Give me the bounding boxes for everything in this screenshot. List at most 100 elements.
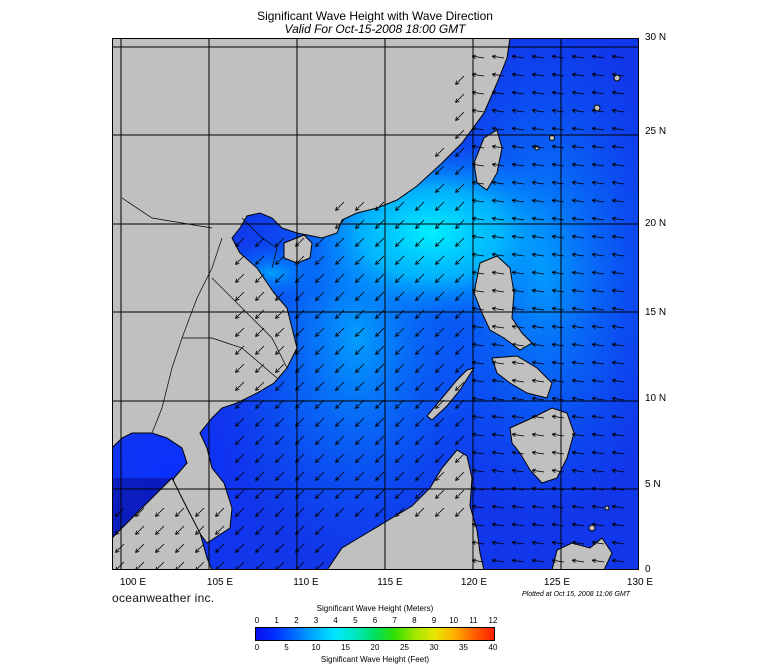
wave-arrow-head — [591, 522, 597, 525]
wave-arrow-head — [375, 298, 380, 301]
wave-arrow-head — [571, 109, 576, 113]
wave-arrow — [235, 273, 245, 283]
wave-arrow-head — [395, 332, 398, 337]
wave-arrow — [255, 291, 265, 301]
wave-arrow-head — [531, 306, 537, 309]
wave-arrow — [455, 75, 465, 85]
wave-arrow-head — [455, 316, 460, 319]
wave-arrow-head — [571, 486, 577, 489]
wave-arrow-head — [115, 548, 118, 553]
wave-arrow-head — [255, 298, 260, 301]
wave-arrow — [572, 235, 585, 239]
wave-arrow-head — [295, 260, 298, 265]
wave-arrow-head — [491, 235, 496, 239]
wave-arrow — [592, 289, 605, 293]
wave-arrow-head — [455, 404, 458, 409]
wave-arrow — [612, 505, 625, 509]
wave-arrow-head — [455, 278, 458, 283]
wave-arrow-head — [435, 386, 438, 391]
wave-arrow-head — [335, 262, 340, 265]
wave-arrow-head — [235, 244, 240, 247]
wave-arrow — [395, 453, 405, 463]
wave-arrow — [532, 541, 545, 545]
wave-arrow — [492, 145, 505, 149]
wave-arrow-head — [315, 316, 320, 319]
wave-arrow-head — [255, 406, 260, 409]
wave-arrow — [552, 325, 565, 329]
wave-arrow-head — [471, 522, 477, 525]
wave-arrow-head — [315, 424, 320, 427]
wave-arrow-head — [455, 280, 460, 283]
wave-arrow-head — [531, 414, 537, 417]
wave-arrow — [552, 559, 565, 563]
lat-label-0: 0 — [645, 564, 651, 575]
wave-arrow-head — [611, 396, 617, 399]
wave-arrow — [492, 559, 505, 563]
wave-arrow-head — [435, 478, 440, 481]
wave-arrow-head — [511, 307, 516, 311]
wave-arrow-head — [611, 451, 616, 455]
wave-arrow-head — [491, 541, 496, 545]
wave-arrow-head — [455, 406, 460, 409]
wave-arrow-head — [511, 108, 517, 111]
wave-arrow — [512, 91, 525, 95]
wave-arrow-head — [355, 388, 360, 391]
wave-arrow — [395, 507, 405, 517]
wave-arrow — [572, 55, 585, 59]
wave-arrow — [455, 435, 465, 445]
wave-arrow — [612, 73, 625, 77]
wave-arrow-head — [435, 152, 438, 157]
wave-arrow-head — [551, 289, 556, 293]
meter-tick: 11 — [469, 616, 478, 625]
small-island — [604, 505, 610, 511]
wave-arrow-head — [511, 144, 517, 147]
wave-arrow-head — [471, 558, 477, 561]
wave-arrow — [435, 363, 445, 373]
wave-arrow-head — [491, 414, 497, 417]
wave-arrow-head — [335, 332, 338, 337]
wave-arrow-head — [435, 404, 438, 409]
wave-arrow — [395, 327, 405, 337]
wave-arrow-head — [415, 226, 420, 229]
wave-arrow-head — [135, 530, 138, 535]
wave-arrow-head — [235, 458, 238, 463]
wave-arrow — [455, 363, 465, 373]
wave-arrow-head — [471, 559, 476, 563]
wave-arrow-head — [511, 415, 516, 419]
wave-arrow-head — [471, 198, 477, 201]
wave-arrow-head — [511, 397, 516, 401]
wave-arrow-head — [235, 280, 240, 283]
wave-arrow-head — [491, 378, 497, 381]
wave-arrow-head — [195, 532, 200, 535]
wave-arrow-head — [395, 460, 400, 463]
wave-arrow-head — [591, 504, 597, 507]
wave-arrow-head — [255, 262, 260, 265]
wave-arrow — [512, 235, 525, 239]
wave-arrow-head — [355, 224, 358, 229]
wave-arrow-head — [551, 379, 556, 383]
wave-arrow-head — [491, 558, 497, 561]
wave-arrow-head — [275, 352, 280, 355]
wave-arrow-head — [415, 298, 420, 301]
wave-arrow — [335, 489, 345, 499]
wave-arrow-head — [195, 548, 198, 553]
wave-arrow-head — [531, 162, 537, 165]
wave-arrow-head — [235, 530, 238, 535]
wave-arrow — [552, 397, 565, 401]
wave-arrow-head — [491, 198, 497, 201]
wave-arrow-head — [511, 505, 516, 509]
wave-arrow — [375, 201, 385, 211]
wave-arrow-head — [611, 271, 616, 275]
wave-arrow-head — [255, 532, 260, 535]
wave-arrow-head — [335, 496, 340, 499]
wave-arrow-head — [531, 468, 537, 471]
wave-arrow-head — [335, 242, 338, 247]
wave-arrow-head — [591, 145, 596, 149]
wave-arrow — [435, 273, 445, 283]
wave-arrow-head — [435, 278, 438, 283]
lon-label-125e: 125 E — [543, 577, 571, 588]
wave-arrow — [435, 435, 445, 445]
wave-arrow-head — [375, 388, 380, 391]
wave-arrow — [255, 453, 265, 463]
wave-arrow — [532, 127, 545, 131]
